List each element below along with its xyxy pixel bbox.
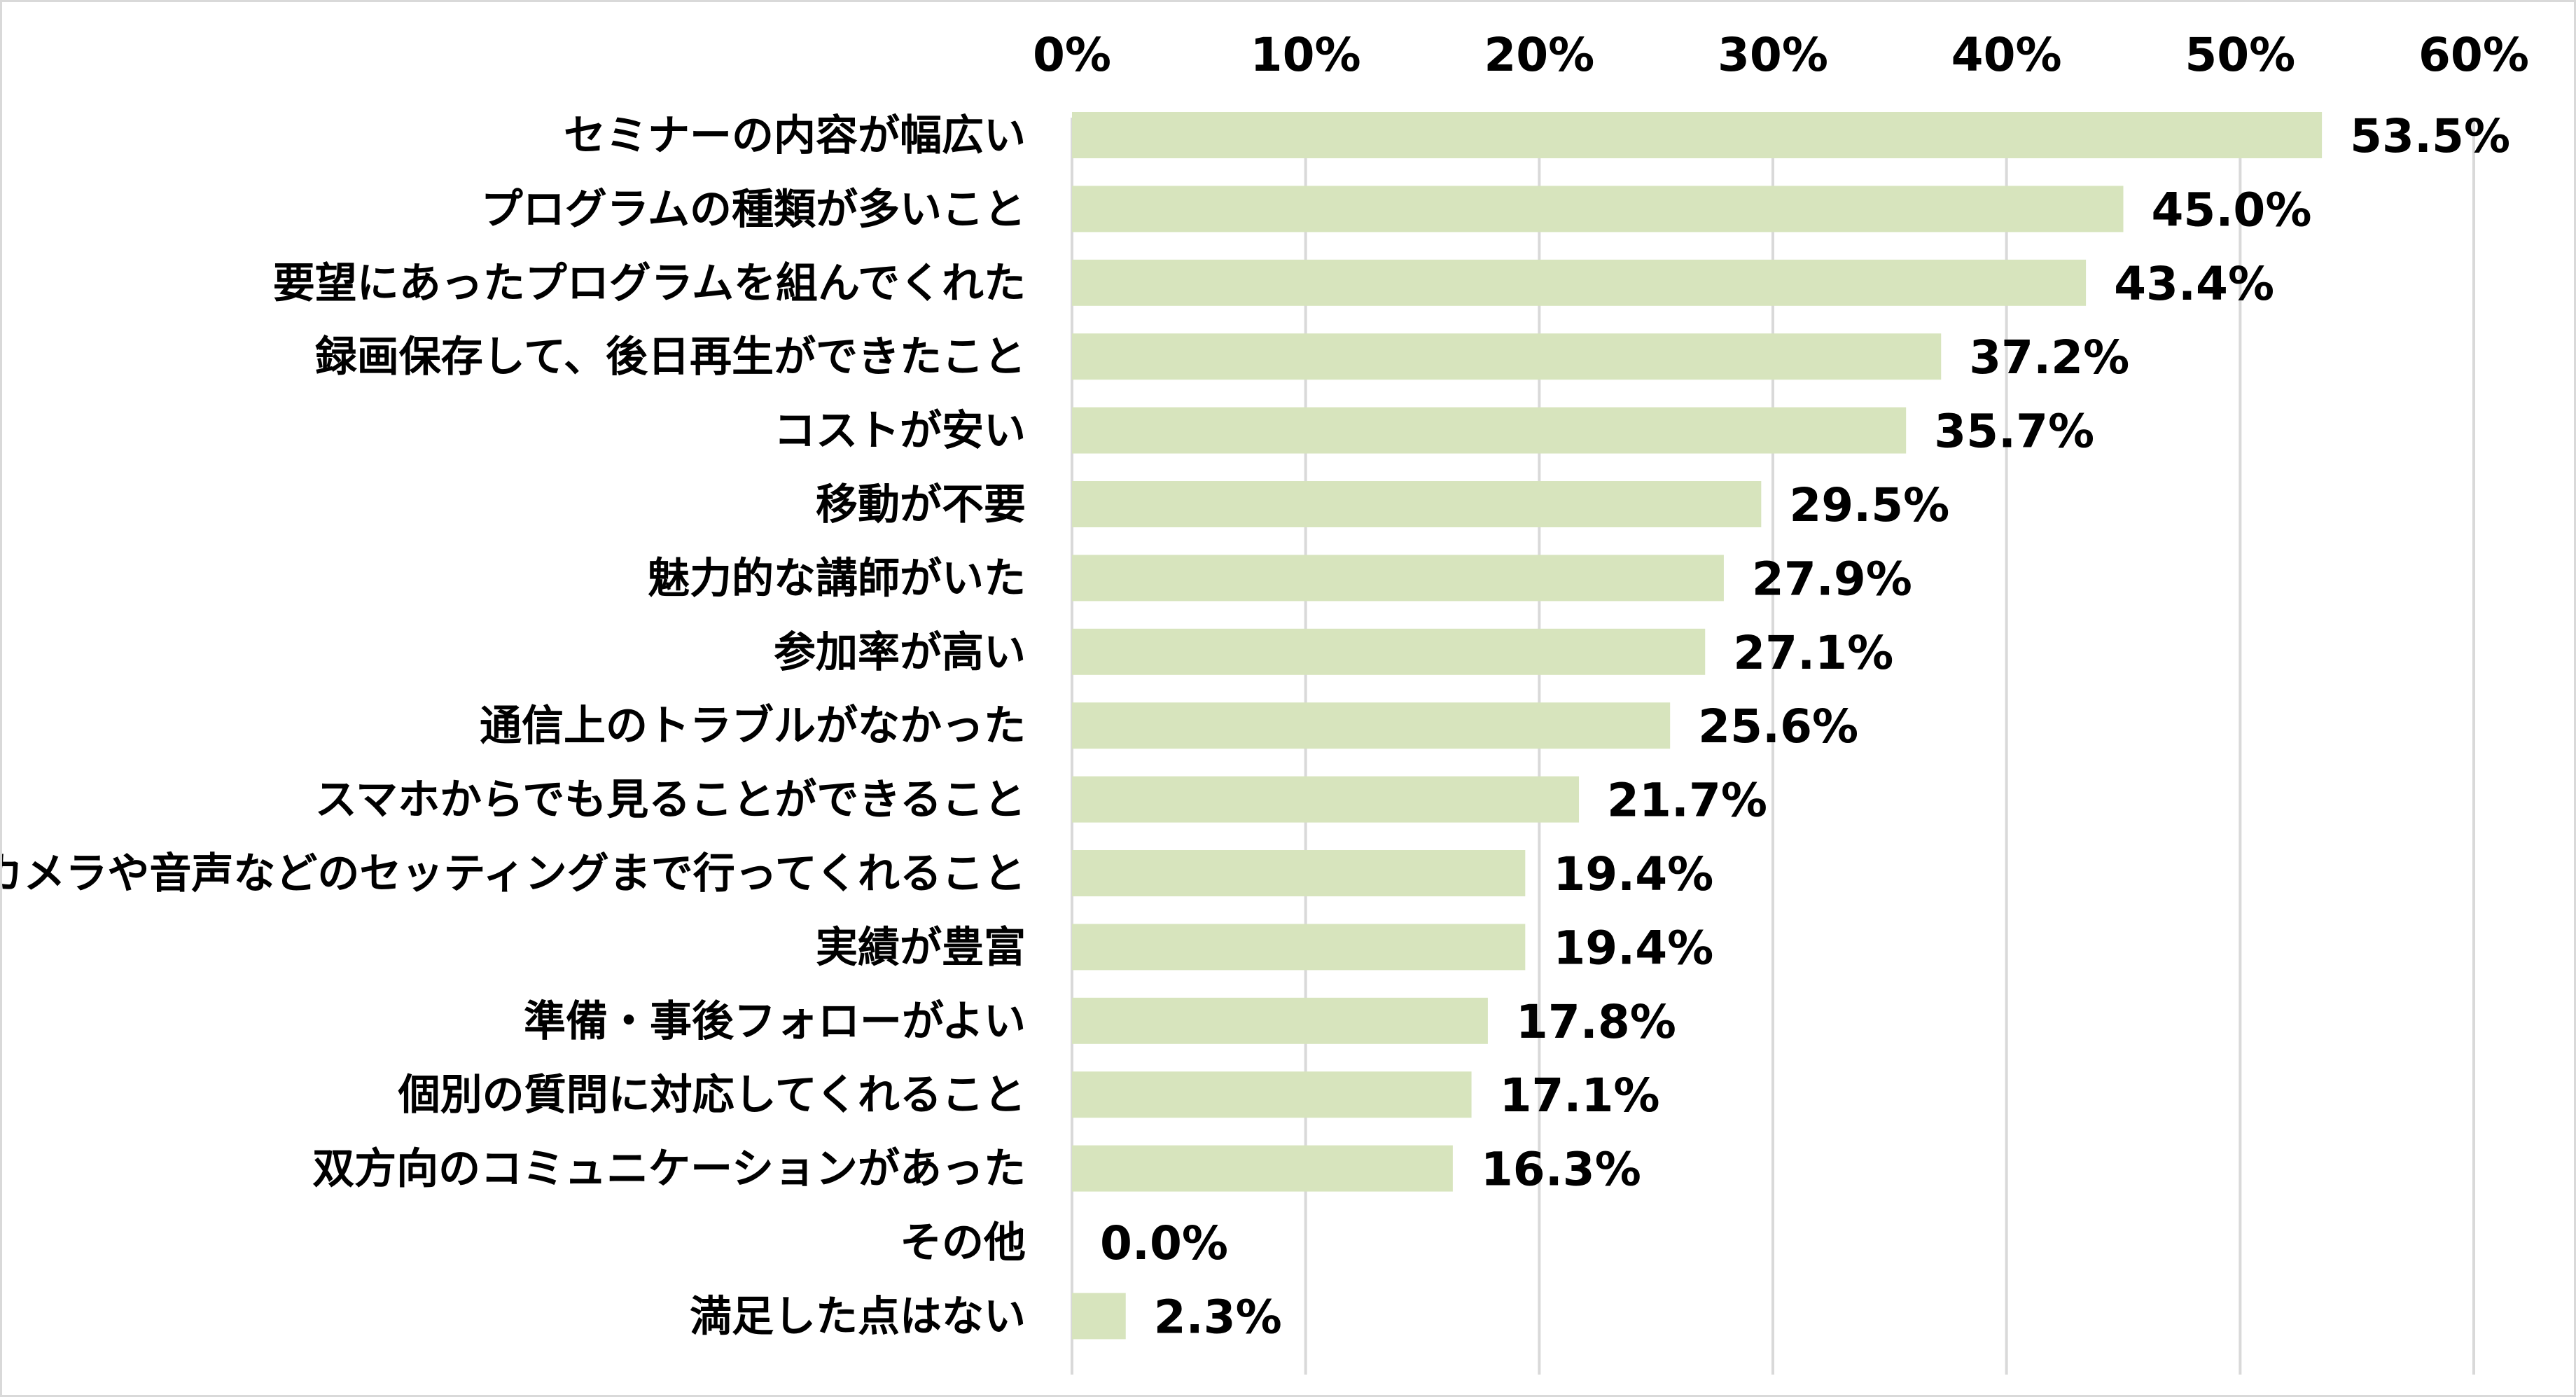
bar bbox=[1072, 186, 2124, 232]
category-label: 双方向のコミュニケーションがあった bbox=[312, 1145, 1026, 1194]
category-label: 録画保存して、後日再生ができたこと bbox=[315, 333, 1026, 382]
bar bbox=[1072, 481, 1762, 527]
category-label: 要望にあったプログラムを組んでくれた bbox=[273, 259, 1026, 308]
value-label: 19.4% bbox=[1553, 921, 1713, 975]
x-tick-label: 20% bbox=[1484, 28, 1594, 82]
value-label: 2.3% bbox=[1154, 1290, 1282, 1344]
bar bbox=[1072, 850, 1526, 896]
bar bbox=[1072, 628, 1706, 675]
category-label: 準備・事後フォローがよい bbox=[524, 997, 1026, 1046]
bar bbox=[1072, 1071, 1472, 1118]
x-tick-label: 40% bbox=[1951, 28, 2062, 82]
value-label: 21.7% bbox=[1607, 774, 1767, 828]
category-label: 満足した点はない bbox=[690, 1292, 1026, 1341]
value-label: 25.6% bbox=[1698, 700, 1858, 753]
bar bbox=[1072, 997, 1488, 1044]
x-tick-label: 0% bbox=[1033, 28, 1111, 82]
x-tick-label: 10% bbox=[1251, 28, 1361, 82]
category-label: 通信上のトラブルがなかった bbox=[480, 702, 1026, 751]
value-label: 43.4% bbox=[2114, 257, 2274, 311]
value-label: 16.3% bbox=[1481, 1143, 1641, 1197]
value-label: 17.1% bbox=[1500, 1069, 1660, 1123]
value-label: 27.9% bbox=[1752, 552, 1912, 606]
category-label: コストが安い bbox=[774, 407, 1026, 456]
x-tick-label: 50% bbox=[2185, 28, 2295, 82]
value-label: 45.0% bbox=[2152, 183, 2312, 237]
category-label: スマホからでも見ることができること bbox=[315, 776, 1026, 825]
category-label: カメラや音声などのセッティングまで行ってくれること bbox=[2, 849, 1026, 898]
bar bbox=[1072, 1293, 1126, 1340]
category-label: プログラムの種類が多いこと bbox=[481, 185, 1026, 234]
category-label: 個別の質問に対応してくれること bbox=[398, 1071, 1026, 1120]
value-label: 29.5% bbox=[1789, 478, 1949, 532]
value-label: 19.4% bbox=[1553, 847, 1713, 901]
x-tick-label: 30% bbox=[1718, 28, 1828, 82]
bar bbox=[1072, 1145, 1453, 1192]
bars bbox=[1072, 112, 2323, 1340]
value-labels: 53.5% 45.0% 43.4% 37.2% 35.7% 29.5% 27.9% 27.1%… bbox=[1100, 109, 2510, 1344]
x-axis-ticks: 0% 10% 20% 30% 40% 50% 60% bbox=[1033, 28, 2529, 82]
category-label: 移動が不要 bbox=[816, 480, 1026, 529]
x-tick-label: 60% bbox=[2418, 28, 2529, 82]
value-label: 27.1% bbox=[1733, 626, 1893, 680]
bar bbox=[1072, 924, 1526, 971]
value-label: 37.2% bbox=[1969, 331, 2129, 384]
category-label: 実績が豊富 bbox=[816, 923, 1026, 972]
bar bbox=[1072, 702, 1671, 749]
category-label: 参加率が高い bbox=[774, 628, 1026, 677]
value-label: 35.7% bbox=[1934, 405, 2094, 459]
bar bbox=[1072, 333, 1942, 380]
value-label: 17.8% bbox=[1516, 995, 1676, 1049]
bar bbox=[1072, 112, 2323, 158]
category-labels: セミナーの内容が幅広いプログラムの種類が多いこと要望にあったプログラムを組んでく… bbox=[2, 111, 1026, 1341]
category-label: その他 bbox=[900, 1218, 1026, 1267]
value-label: 0.0% bbox=[1100, 1216, 1228, 1270]
bar bbox=[1072, 259, 2087, 306]
category-label: 魅力的な講師がいた bbox=[648, 554, 1026, 603]
bar bbox=[1072, 555, 1724, 602]
category-label: セミナーの内容が幅広い bbox=[564, 111, 1026, 160]
bar bbox=[1072, 407, 1907, 454]
value-label: 53.5% bbox=[2350, 109, 2510, 163]
bar bbox=[1072, 776, 1580, 823]
